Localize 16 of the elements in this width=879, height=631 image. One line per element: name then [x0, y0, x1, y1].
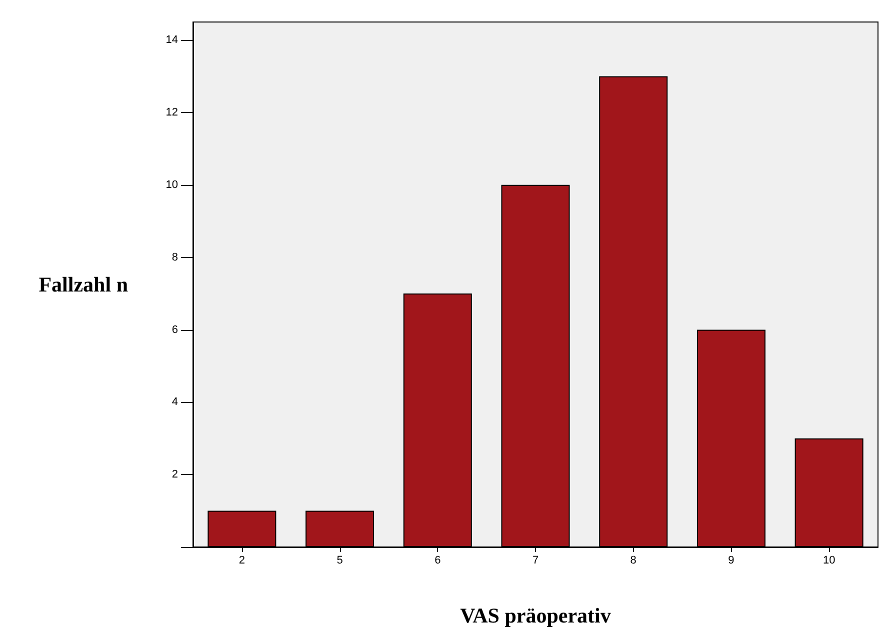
- y-tick-label: 2: [172, 468, 178, 481]
- y-tick-label: 8: [172, 251, 178, 264]
- y-axis-title: Fallzahl n: [38, 272, 128, 296]
- x-tick-label: 9: [728, 554, 734, 566]
- x-tick-label: 2: [238, 554, 245, 566]
- x-axis-title: VAS präoperativ: [460, 604, 612, 628]
- y-tick-label: 10: [166, 178, 178, 191]
- x-tick-label: 7: [532, 554, 539, 566]
- x-tick-label: 8: [630, 554, 636, 566]
- y-tick-label: 6: [172, 324, 178, 336]
- x-tick-label: 5: [336, 554, 343, 566]
- x-tick-label: 10: [822, 554, 836, 566]
- x-tick-label: 6: [434, 554, 441, 566]
- y-tick-label: 12: [166, 106, 178, 119]
- y-tick-label: 14: [166, 34, 178, 46]
- y-tick-label: 4: [172, 396, 178, 408]
